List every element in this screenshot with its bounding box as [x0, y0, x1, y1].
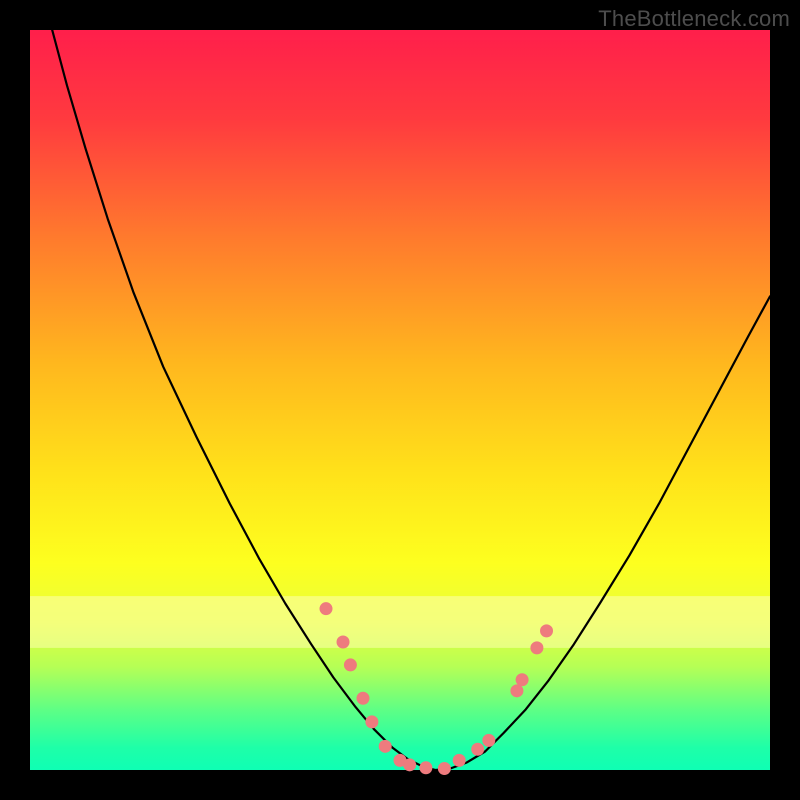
chart-pale-band — [30, 596, 770, 648]
curve-marker — [344, 659, 356, 671]
chart-plot-area — [30, 30, 770, 770]
curve-marker — [357, 692, 369, 704]
chart-container: TheBottleneck.com — [0, 0, 800, 800]
curve-marker — [438, 763, 450, 775]
curve-marker — [453, 754, 465, 766]
curve-marker — [320, 603, 332, 615]
curve-marker — [420, 762, 432, 774]
curve-marker — [483, 734, 495, 746]
curve-marker — [541, 625, 553, 637]
curve-marker — [366, 716, 378, 728]
watermark-text: TheBottleneck.com — [598, 6, 790, 32]
curve-marker — [531, 642, 543, 654]
curve-marker — [337, 636, 349, 648]
curve-marker — [511, 685, 523, 697]
bottleneck-chart — [0, 0, 800, 800]
curve-marker — [379, 740, 391, 752]
curve-marker — [516, 674, 528, 686]
curve-marker — [472, 743, 484, 755]
curve-marker — [404, 759, 416, 771]
